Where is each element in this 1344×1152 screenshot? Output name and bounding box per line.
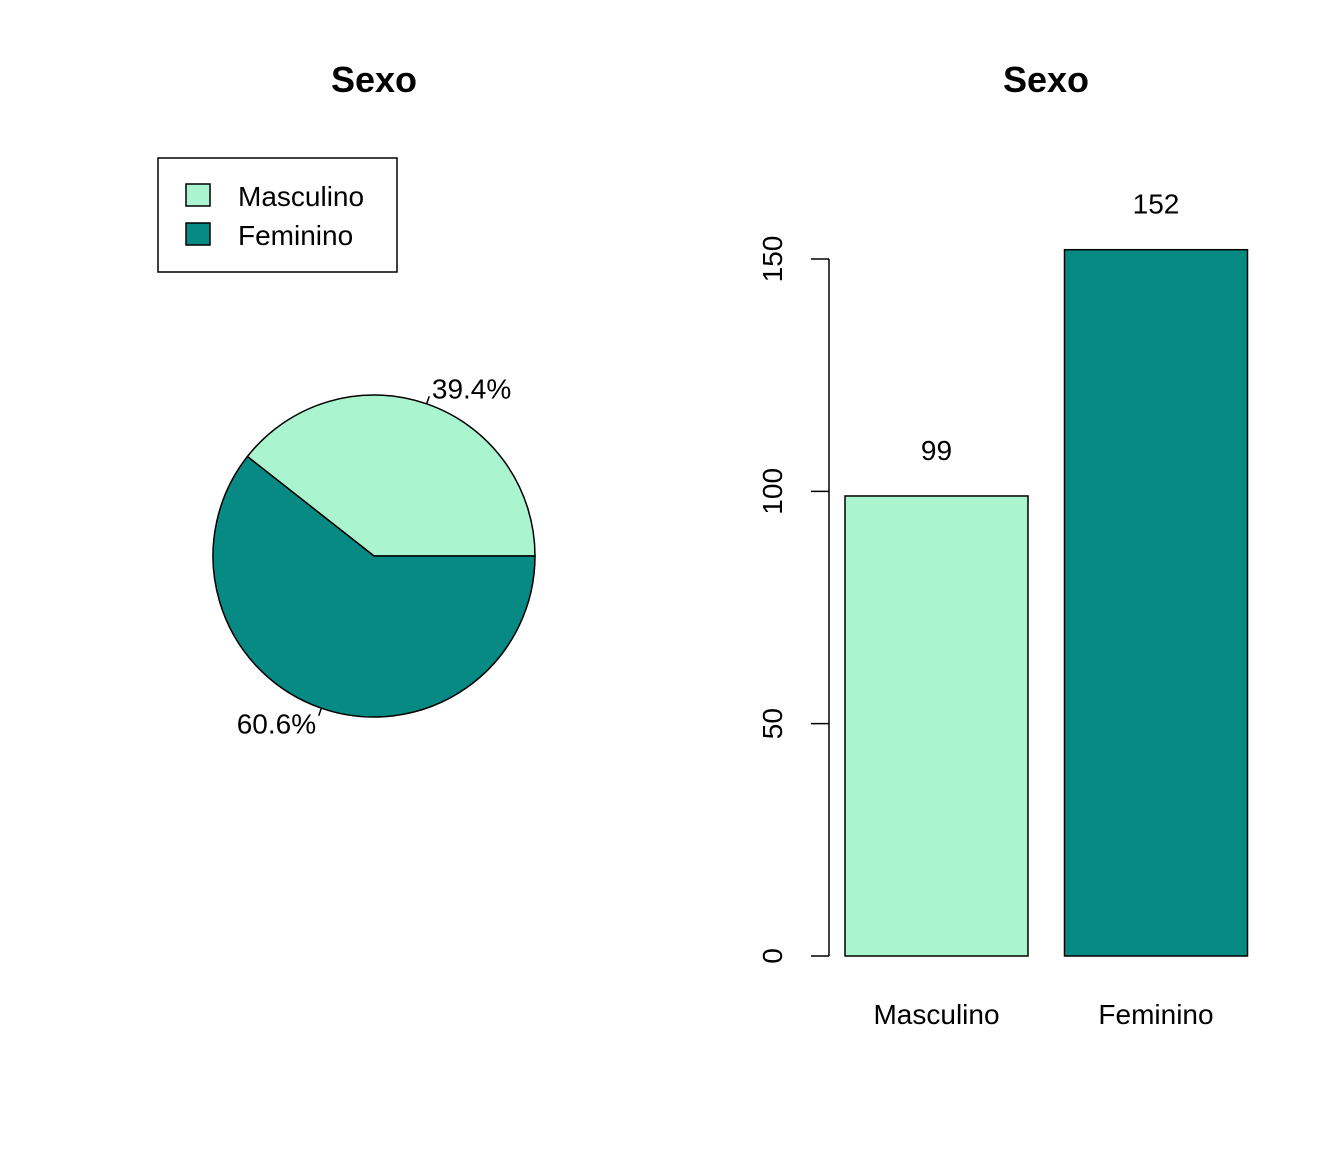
bar-chart: Sexo 0 50 100 150 99 152 Masculino Feminino [757,59,1249,1030]
x-tick-label-feminino: Feminino [1098,999,1213,1030]
pie-slice-masculino [246,394,536,557]
bar-value-labels: 99 152 [921,189,1179,466]
bar-value-label-masculino: 99 [921,435,952,466]
legend-label-feminino: Feminino [238,220,353,251]
y-tick-label: 100 [757,468,788,515]
pie-slice-feminino [212,455,536,718]
pie-label-tick-feminino [318,707,323,717]
bar-masculino [844,495,1029,957]
bar-feminino [1063,248,1249,957]
y-axis: 0 50 100 150 [757,236,830,964]
x-tick-labels: Masculino Feminino [873,999,1213,1030]
y-tick-label: 0 [757,948,788,964]
x-tick-label-masculino: Masculino [873,999,999,1030]
legend-box [157,157,398,273]
bar-value-label-feminino: 152 [1133,189,1180,220]
pie-slices [212,394,536,718]
pie-title: Sexo [331,59,417,100]
legend-label-masculino: Masculino [238,181,364,212]
y-tick-label: 50 [757,708,788,739]
legend-swatch-masculino [185,183,211,207]
pie-chart: Sexo Masculino Feminino 39.4% 60.6% [157,59,536,740]
legend-swatch-feminino [185,222,211,246]
bar-title: Sexo [1003,59,1089,100]
pie-slice-label-feminino: 60.6% [237,708,316,739]
pie-legend: Masculino Feminino [157,157,398,273]
pie-label-tick-masculino [425,395,430,405]
pie-slice-labels: 39.4% 60.6% [237,374,512,740]
pie-slice-label-masculino: 39.4% [432,374,511,405]
y-tick-label: 150 [757,236,788,283]
bars [844,248,1249,957]
